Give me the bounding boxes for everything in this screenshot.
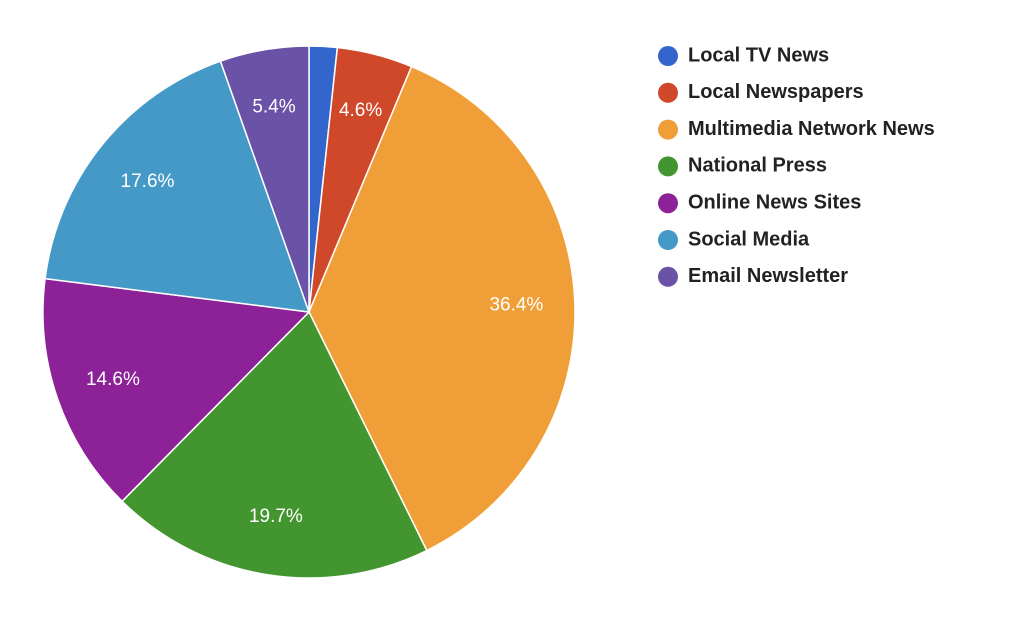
data-label: 19.7%	[249, 506, 303, 527]
legend-marker	[658, 82, 678, 103]
legend-marker	[658, 193, 678, 214]
legend-label: National Press	[688, 155, 827, 177]
legend-label: Local Newspapers	[688, 81, 864, 103]
pie-slice	[308, 65, 576, 552]
pie-slice	[44, 60, 311, 313]
legend-label: Online News Sites	[688, 191, 861, 213]
legend-label: Local TV News	[688, 44, 829, 66]
legend-marker	[658, 46, 678, 66]
legend-label: Email Newsletter	[688, 265, 848, 287]
legend-marker	[658, 266, 678, 287]
data-label: 14.6%	[86, 369, 140, 390]
data-label: 36.4%	[489, 294, 543, 315]
pie-slice	[121, 310, 428, 579]
pie-slice	[219, 45, 310, 313]
data-label: 4.6%	[339, 100, 382, 121]
pie-slice	[42, 277, 311, 503]
legend-marker	[658, 230, 678, 250]
data-label: 17.6%	[121, 171, 175, 192]
legend-marker	[658, 119, 678, 140]
legend-label: Multimedia Network News	[688, 118, 935, 140]
data-label: 5.4%	[252, 97, 295, 118]
legend-marker	[658, 156, 678, 177]
legend-label: Social Media	[688, 228, 810, 250]
